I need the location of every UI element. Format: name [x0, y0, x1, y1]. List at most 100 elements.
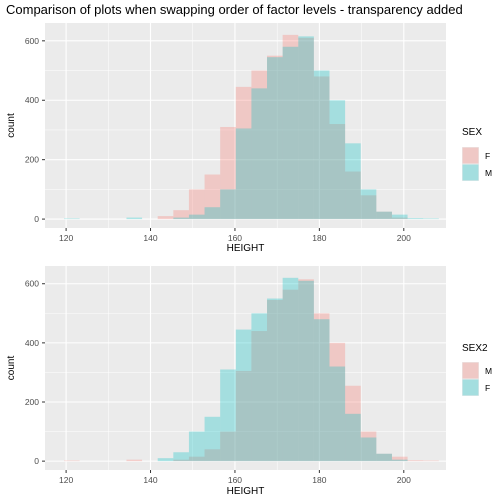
panel1-legend-swatch — [462, 164, 479, 181]
panel1-y-tick-label: 600 — [25, 36, 39, 46]
panel2-bar-m — [376, 453, 392, 462]
panel1-y-tick-label: 0 — [34, 214, 39, 224]
panel2-bar-m — [298, 279, 314, 462]
panel2-bar-f — [188, 431, 205, 462]
panel2-legend-label: F — [485, 383, 490, 393]
panel1-bar-m — [267, 57, 283, 220]
panel1-legend-title: SEX — [462, 127, 482, 138]
panel1-bar-f — [298, 37, 314, 220]
panel2-bar-m — [423, 460, 439, 462]
panel1-bar-f — [173, 210, 189, 220]
panel2-x-tick-label: 160 — [228, 475, 242, 485]
panel1-legend-swatch — [462, 147, 479, 164]
panel1-bar-m — [188, 214, 205, 220]
panel2-bar-f — [173, 452, 189, 462]
panel1-bar-m — [251, 88, 268, 220]
panel1-x-tick-label: 200 — [397, 233, 411, 243]
panel2-bar-m — [173, 459, 189, 462]
panel1-bar-f — [313, 76, 330, 220]
panel2-y-axis-label: count — [6, 356, 17, 381]
panel1-bar-f — [204, 174, 221, 220]
panel1-background — [45, 23, 446, 228]
panel1-bar-m — [376, 211, 392, 220]
panel2-bar-f — [204, 416, 221, 462]
panel2-legend-swatch — [462, 379, 479, 396]
panel1-x-tick-label: 120 — [59, 233, 73, 243]
panel2-bar-m — [313, 313, 330, 462]
panel1-bar-f — [188, 189, 205, 220]
panel1-x-tick-label: 140 — [143, 233, 157, 243]
panel1-bar-m — [391, 214, 408, 220]
panel2-y-tick-label: 400 — [25, 338, 39, 348]
panel1-bar-f — [360, 195, 377, 220]
panel1-bar-m — [173, 217, 189, 220]
panel1-bar-f — [157, 216, 174, 220]
panel1-legend-key-bg — [462, 147, 479, 164]
panel1-x-tick-label: 160 — [228, 233, 242, 243]
panel2-legend-title: SEX2 — [462, 343, 488, 354]
panel1-bar-m — [423, 218, 439, 220]
panel1-y-axis-label: count — [6, 113, 17, 138]
panel2-x-tick-label: 180 — [312, 475, 326, 485]
panel2-x-tick-label: 120 — [59, 475, 73, 485]
panel1-bar-f — [329, 124, 346, 220]
panel1-y-tick-label: 200 — [25, 155, 39, 165]
panel1-y-tick-label: 400 — [25, 95, 39, 105]
panel2-legend-label: M — [485, 366, 492, 376]
panel2-bar-m — [251, 331, 268, 462]
panel2-bar-m — [360, 431, 377, 462]
panel1-bar-m — [298, 36, 314, 220]
panel2-y-tick-label: 600 — [25, 279, 39, 289]
panel1-bar-m — [126, 217, 143, 220]
panel2-bar-f — [251, 313, 268, 462]
panel1-bar-m — [220, 189, 236, 220]
panel2-x-tick-label: 140 — [143, 475, 157, 485]
panel2-bar-f — [282, 277, 299, 462]
panel2-bar-m — [188, 456, 205, 462]
panel1-bar-f — [267, 55, 283, 220]
panel1-x-tick-label: 180 — [312, 233, 326, 243]
panel2-bar-f — [220, 369, 236, 462]
panel1-bar-f — [251, 70, 268, 220]
panel1-bar-m — [360, 189, 377, 220]
panel1-bar-f — [391, 217, 408, 220]
panel2-bar-f — [298, 280, 314, 462]
panel1-legend-key-bg — [462, 164, 479, 181]
panel2-bar-m — [267, 300, 283, 462]
panel2-bar-m — [63, 460, 80, 462]
panel2-bar-f — [345, 413, 361, 462]
panel2-bar-m — [235, 370, 252, 462]
panel1-bar-m — [407, 218, 424, 220]
panel2-bar-m — [204, 449, 221, 462]
panel2-legend-swatch — [462, 362, 479, 379]
panel1-bar-f — [376, 211, 392, 220]
panel2-y-tick-label: 200 — [25, 397, 39, 407]
panel2-bar-m — [407, 460, 424, 462]
panel1-bar-f — [220, 126, 236, 220]
panel2-legend-key-bg — [462, 379, 479, 396]
panel2-bar-m — [126, 459, 143, 462]
panel1-bar-m — [204, 207, 221, 220]
panel2-bar-m — [329, 342, 346, 462]
panel1-x-axis-label: HEIGHT — [227, 243, 265, 254]
panel2-bar-f — [360, 437, 377, 462]
panel2-bar-f — [267, 298, 283, 462]
panel1-bar-m — [313, 70, 330, 220]
chart-title: Comparison of plots when swapping order … — [6, 2, 463, 17]
panel2-bar-m — [345, 385, 361, 462]
panel2-background — [45, 266, 446, 470]
panel1-legend-label: M — [485, 168, 492, 178]
panel1-bar-m — [235, 128, 252, 220]
panel1-bar-m — [282, 46, 299, 220]
panel2-bar-f — [235, 329, 252, 462]
panel2-bar-m — [220, 431, 236, 462]
panel2-bar-f — [391, 459, 408, 462]
panel2-x-axis-label: HEIGHT — [227, 486, 265, 497]
panel2-bar-f — [329, 366, 346, 462]
panel1-bar-f — [235, 86, 252, 220]
panel2-bar-m — [391, 456, 408, 462]
panel2-x-tick-label: 200 — [397, 475, 411, 485]
panel2-legend-key-bg — [462, 362, 479, 379]
panel1-bar-m — [329, 100, 346, 220]
